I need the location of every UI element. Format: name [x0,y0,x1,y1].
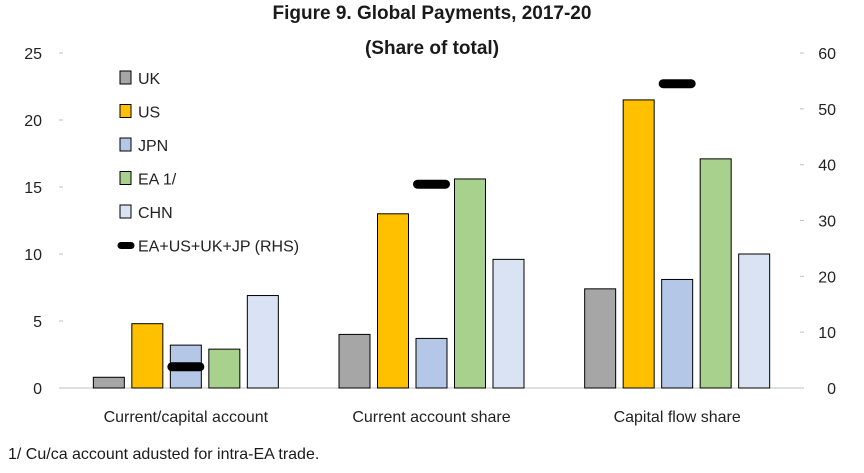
bar-uk [338,333,371,389]
legend-label: EA 1/ [138,172,177,189]
bar-us [131,323,164,389]
chart-subtitle: (Share of total) [364,38,500,59]
right-tick-label: 40 [818,158,836,175]
right-tick-label: 30 [818,214,836,231]
legend-swatch [119,204,132,219]
right-tick-label: 20 [818,269,836,286]
left-tick-label: 10 [24,247,42,264]
bar-chn [492,258,525,389]
left-tick-label: 15 [24,180,42,197]
markers-group [167,79,696,372]
bar-us [377,213,409,389]
bar-us [622,99,655,389]
bar-uk [92,376,125,389]
legend: UK US JPN EA 1/CHN EA+US+UK+JP (RHS) [117,70,299,256]
legend-label: EA+US+UK+JP (RHS) [138,239,299,256]
left-tick-label: 20 [24,113,42,130]
left-tick-label: 25 [24,46,42,63]
bar-ea-1 [454,178,486,389]
footnote: 1/ Cu/ca account adusted for intra-EA tr… [8,446,320,463]
legend-swatch [119,104,132,118]
bar-ea-1 [208,348,241,389]
chart-title: Figure 9. Global Payments, 2017-20 [272,3,592,24]
legend-label: UK [138,71,161,88]
right-tick-label: 50 [818,102,836,119]
category-label: Current/capital account [104,409,269,426]
bars-group [92,99,771,389]
left-tick-label: 5 [33,314,42,331]
right-tick-label: 60 [818,46,836,63]
legend-label: JPN [138,138,168,155]
bar-chn [738,253,771,389]
bar-ea-1 [699,158,732,389]
left-tick-label: 0 [33,381,42,398]
category-label: Current account share [352,409,510,426]
legend-swatch [119,171,132,185]
bar-chn [246,295,279,389]
category-label: Capital flow share [614,409,741,426]
bar-jpn [415,337,448,389]
legend-label: CHN [138,205,173,222]
bar-jpn [661,278,694,389]
right-tick-label: 10 [818,325,836,342]
axes: 0 5 10 15 20 25 0 10 20 30 40 50 60 Current/capital a… [24,46,836,426]
bar-uk [584,288,617,389]
bar-chart: 0 5 10 15 20 25 0 10 20 30 40 50 60 Current/capital a… [24,46,836,426]
right-tick-label: 0 [827,381,836,398]
legend-swatch [119,70,132,85]
legend-swatch [119,137,132,152]
legend-label: US [138,105,160,122]
